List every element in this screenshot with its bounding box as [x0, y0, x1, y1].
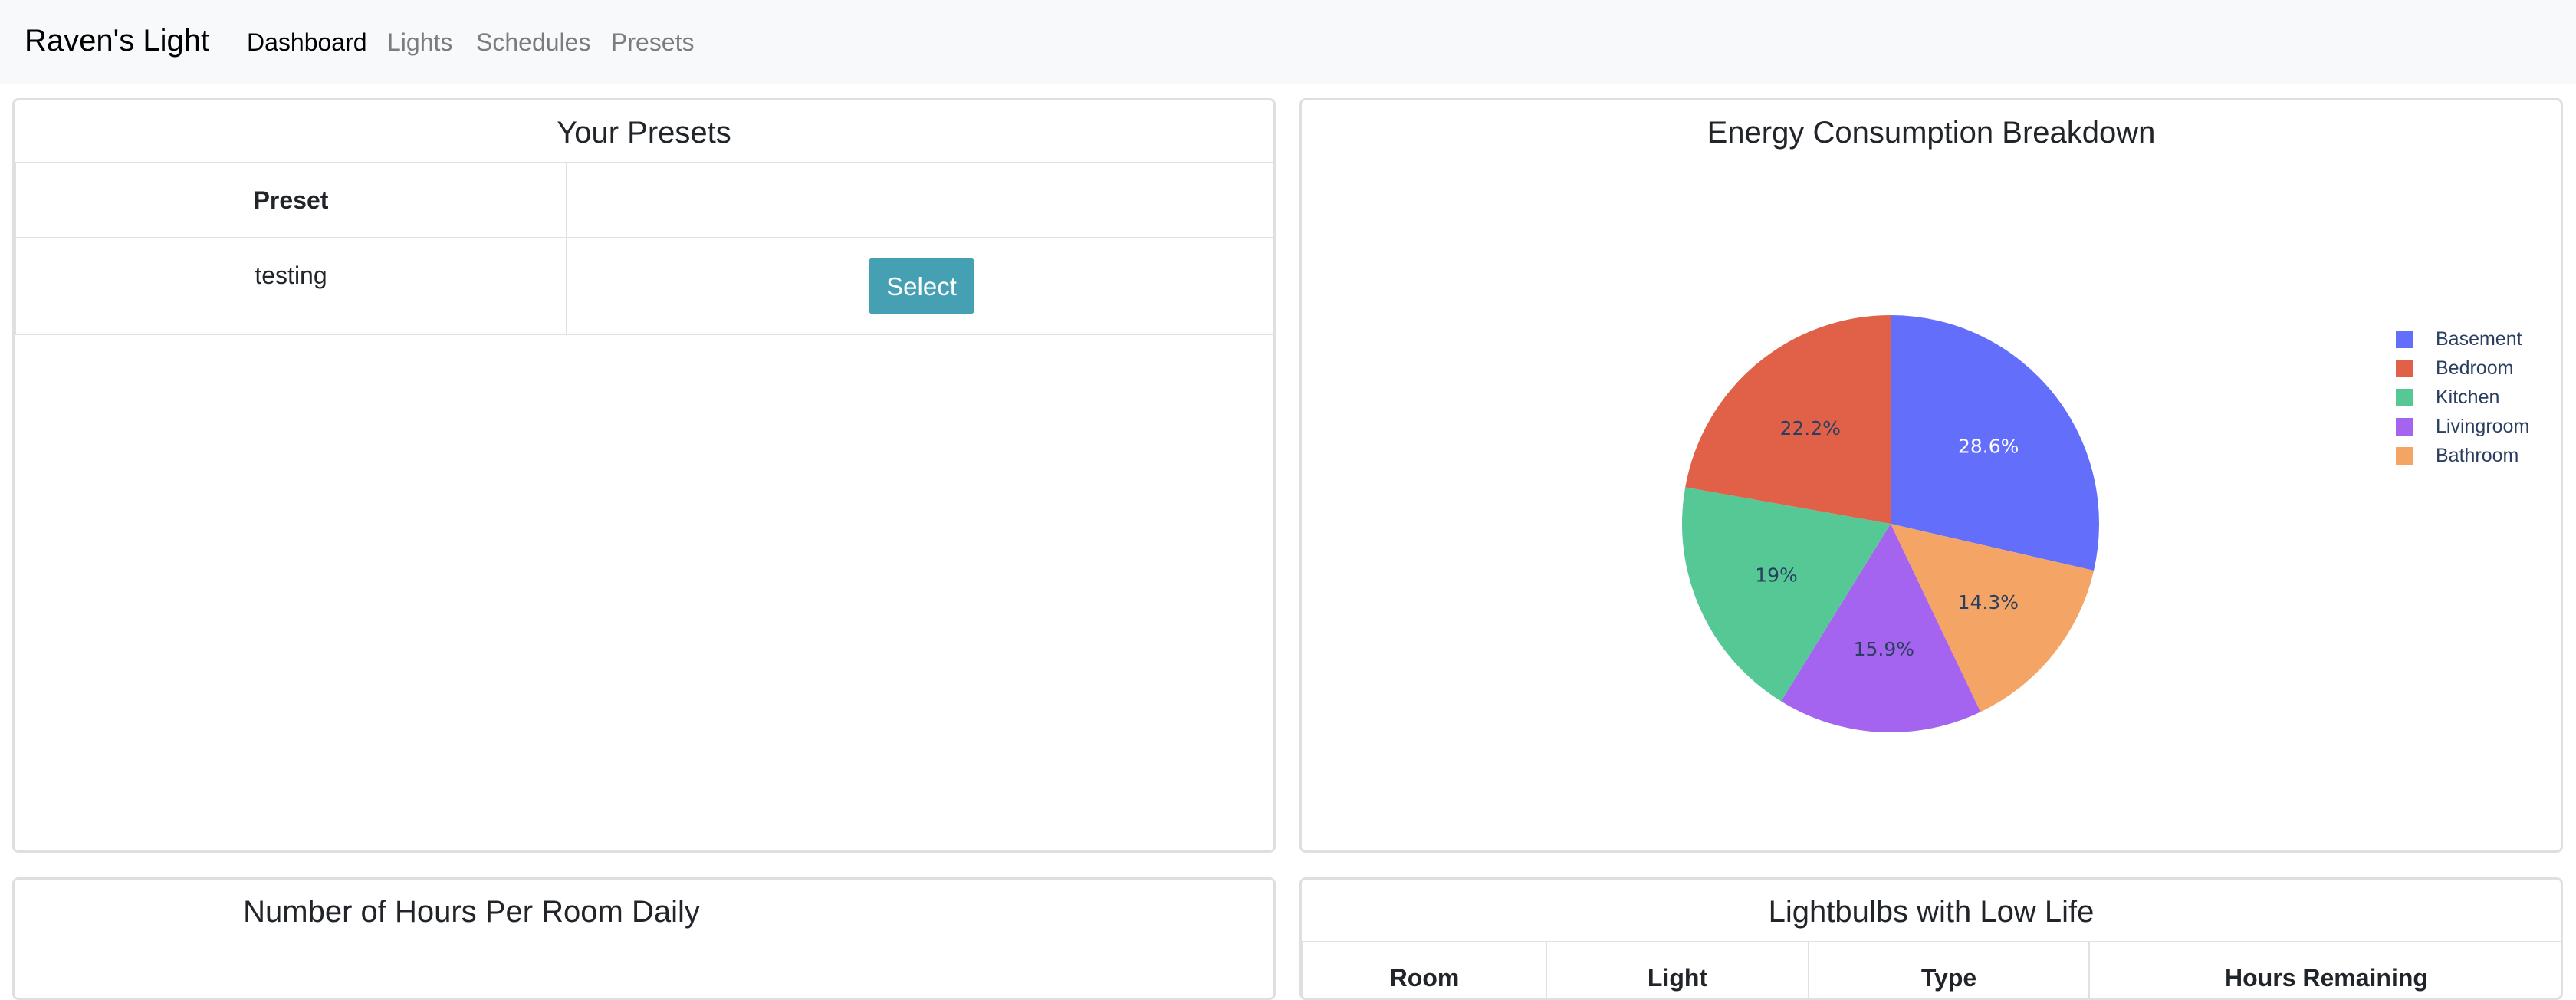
pie-label-basement: 28.6%	[1958, 435, 2019, 457]
legend-label: Livingroom	[2436, 415, 2530, 437]
action-column-header	[566, 162, 1273, 238]
pie-slice-livingroom[interactable]	[1781, 524, 1981, 732]
select-preset-button[interactable]: Select	[869, 258, 974, 314]
pie-label-bedroom: 22.2%	[1779, 417, 1840, 439]
table-row: testing Select	[15, 237, 1273, 335]
pie-slice-bathroom[interactable]	[1891, 524, 2095, 712]
legend-swatch	[2396, 388, 2413, 406]
hours-remaining-column-header: Hours Remaining	[2088, 941, 2561, 998]
legend-label: Basement	[2436, 327, 2522, 350]
energy-card: Energy Consumption Breakdown 28.6% 14.3% 1…	[1300, 98, 2563, 853]
legend-swatch	[2396, 359, 2413, 377]
energy-pie-chart: 28.6% 14.3% 15.9% 19% 22.2%	[1682, 315, 2099, 732]
preset-name-cell: testing	[15, 237, 567, 335]
nav-link-lights[interactable]: Lights	[387, 28, 453, 56]
presets-table: Preset testing Select	[15, 162, 1273, 335]
legend-swatch	[2396, 446, 2413, 465]
brand-logo-text[interactable]: Raven's Light	[25, 24, 210, 58]
pie-label-livingroom: 15.9%	[1854, 638, 1914, 660]
lowlife-table-header-row: Room Light Type Hours Remaining	[1302, 941, 2561, 998]
lowlife-card: Lightbulbs with Low Life Room Light Type…	[1300, 877, 2563, 1000]
presets-table-header-row: Preset	[15, 162, 1273, 238]
pie-slice-bedroom[interactable]	[1685, 315, 1891, 524]
presets-card: Your Presets Preset testing Select	[12, 98, 1276, 853]
legend-item-bedroom[interactable]: Bedroom	[2396, 357, 2513, 380]
pie-slice-kitchen[interactable]	[1682, 487, 1891, 702]
preset-action-cell: Select	[566, 237, 1273, 335]
legend-item-bathroom[interactable]: Bathroom	[2396, 444, 2518, 467]
legend-swatch	[2396, 330, 2413, 348]
legend-label: Bedroom	[2436, 357, 2514, 379]
navbar: Raven's Light Dashboard Lights Schedules…	[0, 0, 2576, 84]
pie-label-bathroom: 14.3%	[1958, 591, 2019, 613]
lowlife-table: Room Light Type Hours Remaining	[1302, 941, 2561, 998]
legend-swatch	[2396, 417, 2413, 436]
legend-label: Kitchen	[2436, 386, 2500, 408]
pie-label-kitchen: 19%	[1755, 564, 1798, 587]
energy-card-title: Energy Consumption Breakdown	[1707, 116, 2156, 150]
legend-item-kitchen[interactable]: Kitchen	[2396, 386, 2499, 409]
legend-item-basement[interactable]: Basement	[2396, 327, 2522, 350]
pie-slice-basement[interactable]	[1891, 315, 2099, 571]
nav-link-dashboard[interactable]: Dashboard	[247, 28, 367, 56]
presets-card-title: Your Presets	[557, 116, 731, 150]
room-column-header: Room	[1302, 941, 1547, 998]
lowlife-card-title: Lightbulbs with Low Life	[1768, 895, 2095, 929]
nav-link-schedules[interactable]: Schedules	[476, 28, 591, 56]
hours-card-title: Number of Hours Per Room Daily	[243, 895, 700, 929]
legend-label: Bathroom	[2436, 444, 2519, 466]
preset-column-header: Preset	[15, 162, 567, 238]
type-column-header: Type	[1808, 941, 2090, 998]
nav-link-presets[interactable]: Presets	[611, 28, 695, 56]
legend-item-livingroom[interactable]: Livingroom	[2396, 415, 2529, 438]
light-column-header: Light	[1546, 941, 1809, 998]
hours-card: Number of Hours Per Room Daily	[12, 877, 1276, 1000]
